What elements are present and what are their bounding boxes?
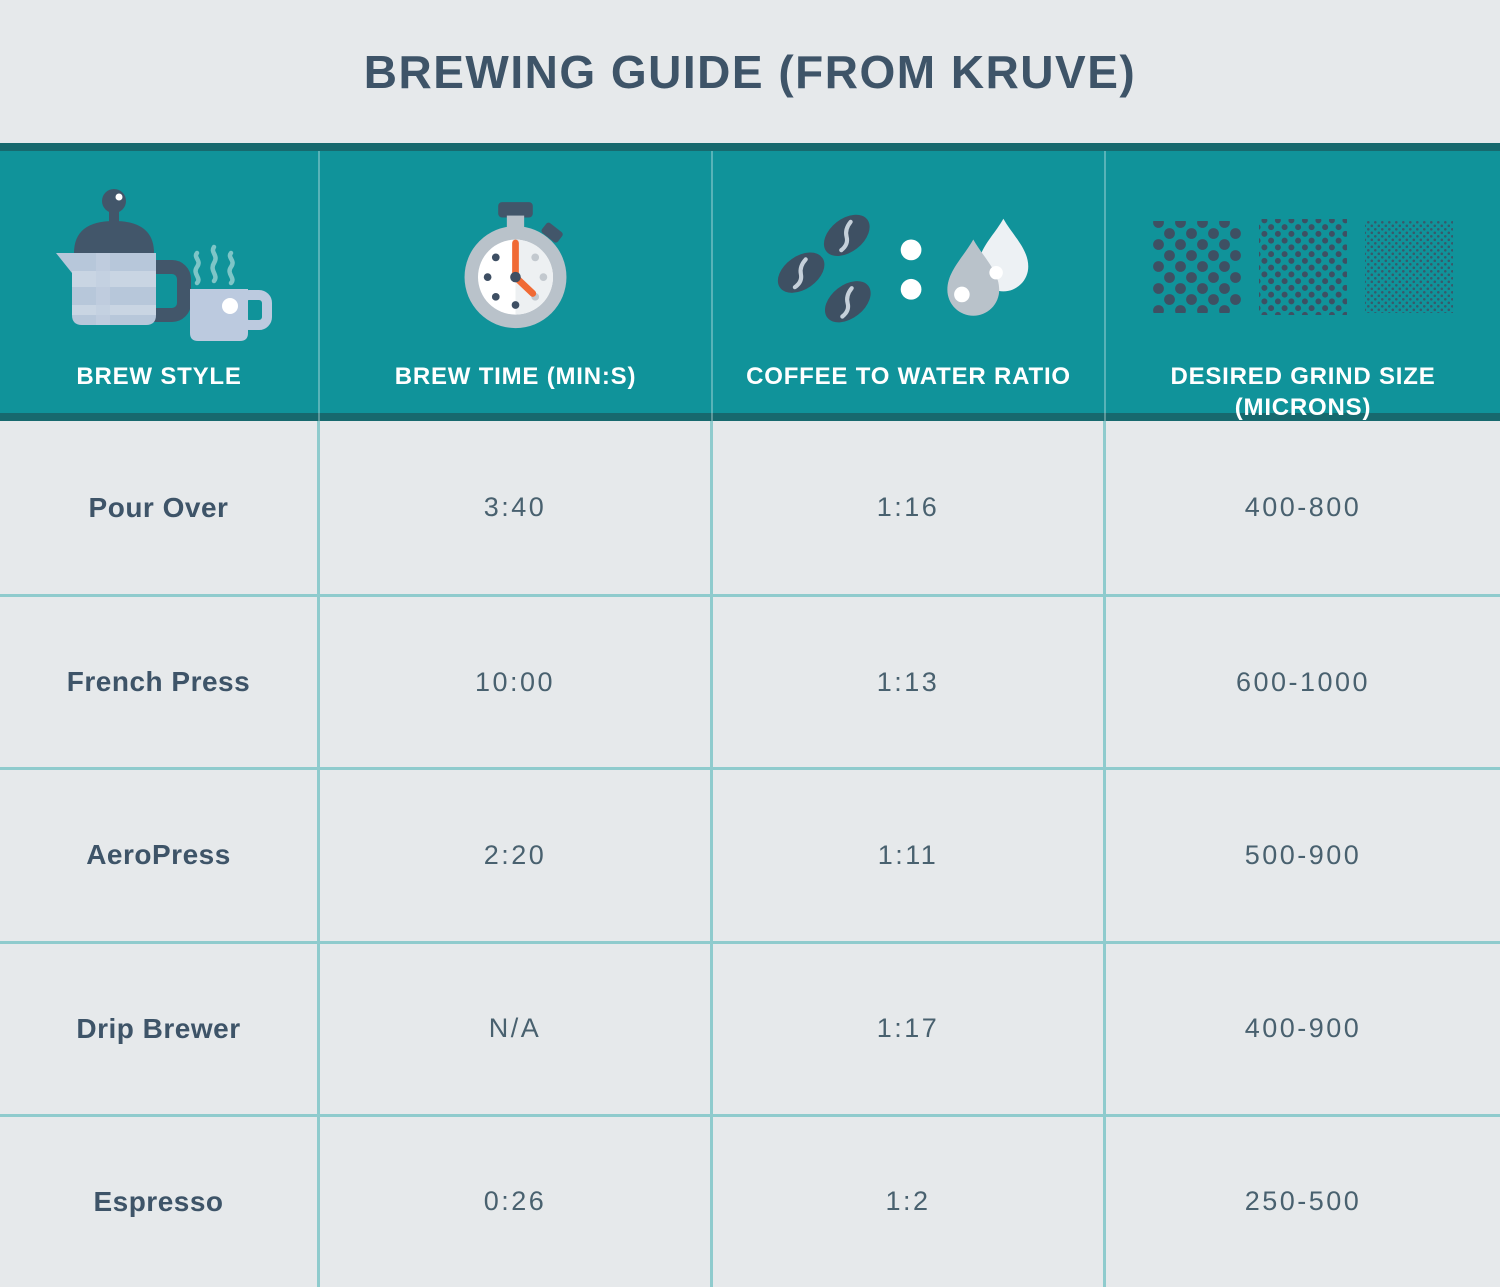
column-header-brew-style: BREW STYLE: [0, 151, 320, 424]
grind-size-cell: 500-900: [1244, 839, 1362, 870]
brew-time-cell: N/A: [320, 943, 713, 1114]
table-row: AeroPress 2:20 1:11 500-900: [0, 767, 1500, 941]
table-row: Drip Brewer N/A 1:17 400-900: [0, 940, 1500, 1114]
table-body: Pour Over 3:40 1:16 400-800 French Press…: [0, 421, 1500, 1287]
column-header-ratio: COFFEE TO WATER RATIO: [713, 151, 1106, 424]
ratio-cell: 1:11: [713, 770, 1106, 941]
table-row: Espresso 0:26 1:2 250-500: [0, 1113, 1500, 1287]
column-header-label: DESIRED GRIND SIZE (MICRONS): [1170, 363, 1436, 422]
ratio-cell: 1:16: [713, 421, 1106, 595]
grind-size-cell: 400-900: [1244, 1013, 1362, 1044]
grind-size-cell: 400-800: [1244, 492, 1362, 523]
brew-style-cell: Pour Over: [0, 421, 320, 595]
grind-size-cell: 600-1000: [1235, 666, 1371, 697]
column-header-label: BREW STYLE: [76, 363, 242, 390]
french-press-and-mug-icon: [41, 181, 277, 353]
coffee-beans-to-water-drops-icon: [769, 181, 1049, 353]
brew-style-cell: Espresso: [0, 1116, 320, 1287]
brew-style-cell: French Press: [0, 597, 320, 768]
brew-time-cell: 3:40: [320, 421, 713, 595]
ratio-cell: 1:13: [713, 597, 1106, 768]
brew-time-cell: 10:00: [320, 597, 713, 768]
table-header: BREW STYLE: [0, 143, 1500, 424]
brew-style-cell: Drip Brewer: [0, 943, 320, 1114]
page-title: BREWING GUIDE (FROM KRUVE): [363, 45, 1137, 98]
column-header-grind-size: DESIRED GRIND SIZE (MICRONS): [1106, 151, 1500, 423]
grind-size-dots-icon: [1153, 181, 1453, 353]
brew-time-cell: 2:20: [320, 770, 713, 941]
ratio-cell: 1:17: [713, 943, 1106, 1114]
table-row: French Press 10:00 1:13 600-1000: [0, 594, 1500, 768]
brew-time-cell: 0:26: [320, 1116, 713, 1287]
ratio-cell: 1:2: [713, 1116, 1106, 1287]
brew-style-cell: AeroPress: [0, 770, 320, 941]
table-row: Pour Over 3:40 1:16 400-800: [0, 421, 1500, 595]
column-header-label: COFFEE TO WATER RATIO: [746, 363, 1071, 390]
grind-size-cell: 250-500: [1244, 1186, 1362, 1217]
stopwatch-icon: [453, 181, 578, 353]
title-band: BREWING GUIDE (FROM KRUVE): [0, 0, 1500, 143]
column-header-label: BREW TIME (MIN:S): [394, 363, 637, 390]
column-header-brew-time: BREW TIME (MIN:S): [320, 151, 713, 424]
